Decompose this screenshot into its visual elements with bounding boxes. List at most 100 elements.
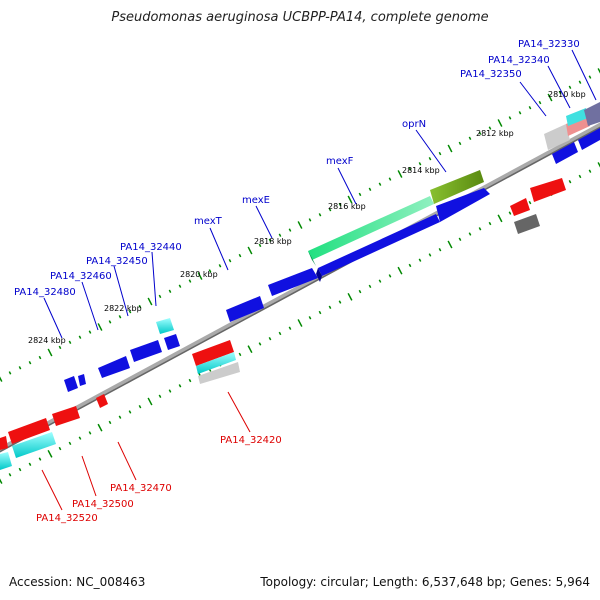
gene-label[interactable]: PA14_32440: [120, 242, 182, 253]
scale-tick: [418, 162, 422, 166]
scale-tick: [478, 131, 482, 135]
gene-label[interactable]: PA14_32520: [36, 513, 98, 524]
scale-tick: [358, 192, 362, 197]
tick-label: 2816 kbp: [328, 202, 366, 211]
gene-label[interactable]: PA14_32450: [86, 256, 148, 267]
gene-oprN[interactable]: [430, 170, 484, 204]
gene-label[interactable]: PA14_32340: [488, 55, 550, 66]
scale-tick: [147, 397, 153, 406]
gene-PA14-32420[interactable]: [192, 340, 240, 384]
scale-tick: [178, 284, 182, 288]
scale-tick: [68, 441, 72, 446]
gene-PA14-32460[interactable]: [98, 356, 130, 378]
scale-tick: [258, 342, 262, 346]
scale-tick: [47, 449, 53, 458]
tick-labels: 2810 kbp 2812 kbp 2814 kbp 2816 kbp 2818…: [28, 90, 586, 345]
gene-PA14-32410[interactable]: [226, 296, 264, 322]
gene-label[interactable]: PA14_32460: [50, 271, 112, 282]
gene-label[interactable]: PA14_32500: [72, 499, 134, 510]
gene-PA14-32480[interactable]: [64, 374, 86, 392]
scale-tick: [168, 389, 172, 393]
scale-tick: [268, 238, 272, 242]
gene-PA14-32350[interactable]: [552, 142, 578, 164]
scale-tick: [497, 214, 503, 223]
scale-tick: [468, 232, 472, 236]
scale-tick: [138, 304, 142, 309]
gene-PA14-32340[interactable]: [578, 128, 600, 150]
scale-tick: [268, 337, 272, 341]
gene-PA14-32450b[interactable]: [164, 334, 180, 350]
gene-PA14-32470[interactable]: [96, 394, 108, 408]
scale-tick: [597, 68, 600, 74]
scale-tick: [258, 243, 262, 248]
scale-tick: [447, 144, 453, 153]
gene-oprN-partner[interactable]: [436, 188, 490, 222]
scale-tick: [197, 272, 203, 280]
gene-label[interactable]: oprN: [402, 119, 426, 130]
reverse-label-leaders: [41, 391, 251, 511]
scale-tick: [138, 405, 142, 409]
scale-tick: [128, 310, 132, 314]
scale-tick: [278, 331, 282, 336]
gene-label[interactable]: PA14_32350: [460, 69, 522, 80]
reverse-scale-ring: [0, 162, 600, 484]
scale-tick: [0, 376, 3, 382]
scale-tick: [97, 323, 103, 331]
gene-mexT[interactable]: [268, 268, 318, 296]
gene-label[interactable]: PA14_32480: [14, 287, 76, 298]
scale-tick: [88, 431, 92, 435]
gene-PA14-32440[interactable]: [156, 318, 174, 334]
scale-tick: [178, 384, 182, 388]
scale-tick: [218, 264, 222, 268]
gene-PA14-32390[interactable]: [510, 198, 530, 216]
gene-label[interactable]: PA14_32330: [518, 39, 580, 50]
scale-tick: [38, 355, 42, 360]
gene-PA14-32400[interactable]: [530, 178, 566, 202]
scale-tick: [347, 292, 353, 301]
scale-tick: [528, 106, 532, 110]
forward-gene-labels: PA14_32330 PA14_32340 PA14_32350 oprN me…: [14, 39, 580, 298]
scale-tick: [347, 195, 353, 204]
scale-tick: [97, 423, 103, 432]
scale-tick: [408, 263, 412, 268]
scale-tick: [238, 253, 242, 258]
gene-label[interactable]: mexT: [194, 216, 223, 227]
scale-tick: [88, 330, 92, 334]
tick-label: 2814 kbp: [402, 166, 440, 175]
scale-tick: [228, 259, 232, 263]
scale-tick: [288, 326, 292, 330]
gene-mexE[interactable]: [316, 214, 440, 282]
scale-tick: [518, 111, 522, 115]
gene-label[interactable]: PA14_32470: [110, 483, 172, 494]
forward-label-leaders: [43, 49, 597, 339]
gene-PA14-32450[interactable]: [130, 340, 162, 362]
forward-genes: [64, 102, 600, 392]
scale-tick: [308, 218, 312, 222]
accession-label: Accession: NC_008463: [9, 575, 146, 589]
gene-PA14-32380[interactable]: [514, 214, 540, 234]
scale-tick: [538, 100, 542, 105]
scale-tick: [188, 378, 192, 383]
gene-label[interactable]: mexF: [326, 156, 354, 167]
gene-mexF[interactable]: [308, 196, 434, 266]
gene-label[interactable]: mexE: [242, 195, 270, 206]
scale-tick: [78, 335, 82, 339]
scale-tick: [28, 361, 32, 365]
scale-tick: [18, 366, 22, 370]
scale-tick: [238, 352, 242, 357]
gene-PA14-32500[interactable]: [8, 418, 56, 458]
scale-tick: [458, 141, 462, 146]
gene-PA14-32330[interactable]: [544, 102, 600, 150]
scale-tick: [397, 266, 403, 275]
gene-PA14-32520[interactable]: [0, 436, 12, 470]
gene-label[interactable]: PA14_32420: [220, 435, 282, 446]
scale-tick: [368, 187, 372, 191]
gene-PA14-32490[interactable]: [52, 406, 80, 426]
topology-summary: Topology: circular; Length: 6,537,648 bp…: [260, 575, 590, 589]
scale-tick: [28, 462, 32, 466]
scale-tick: [328, 208, 332, 212]
scale-tick: [578, 80, 582, 84]
scale-tick: [0, 478, 3, 484]
scale-tick: [508, 211, 512, 215]
scale-tick: [128, 410, 132, 414]
